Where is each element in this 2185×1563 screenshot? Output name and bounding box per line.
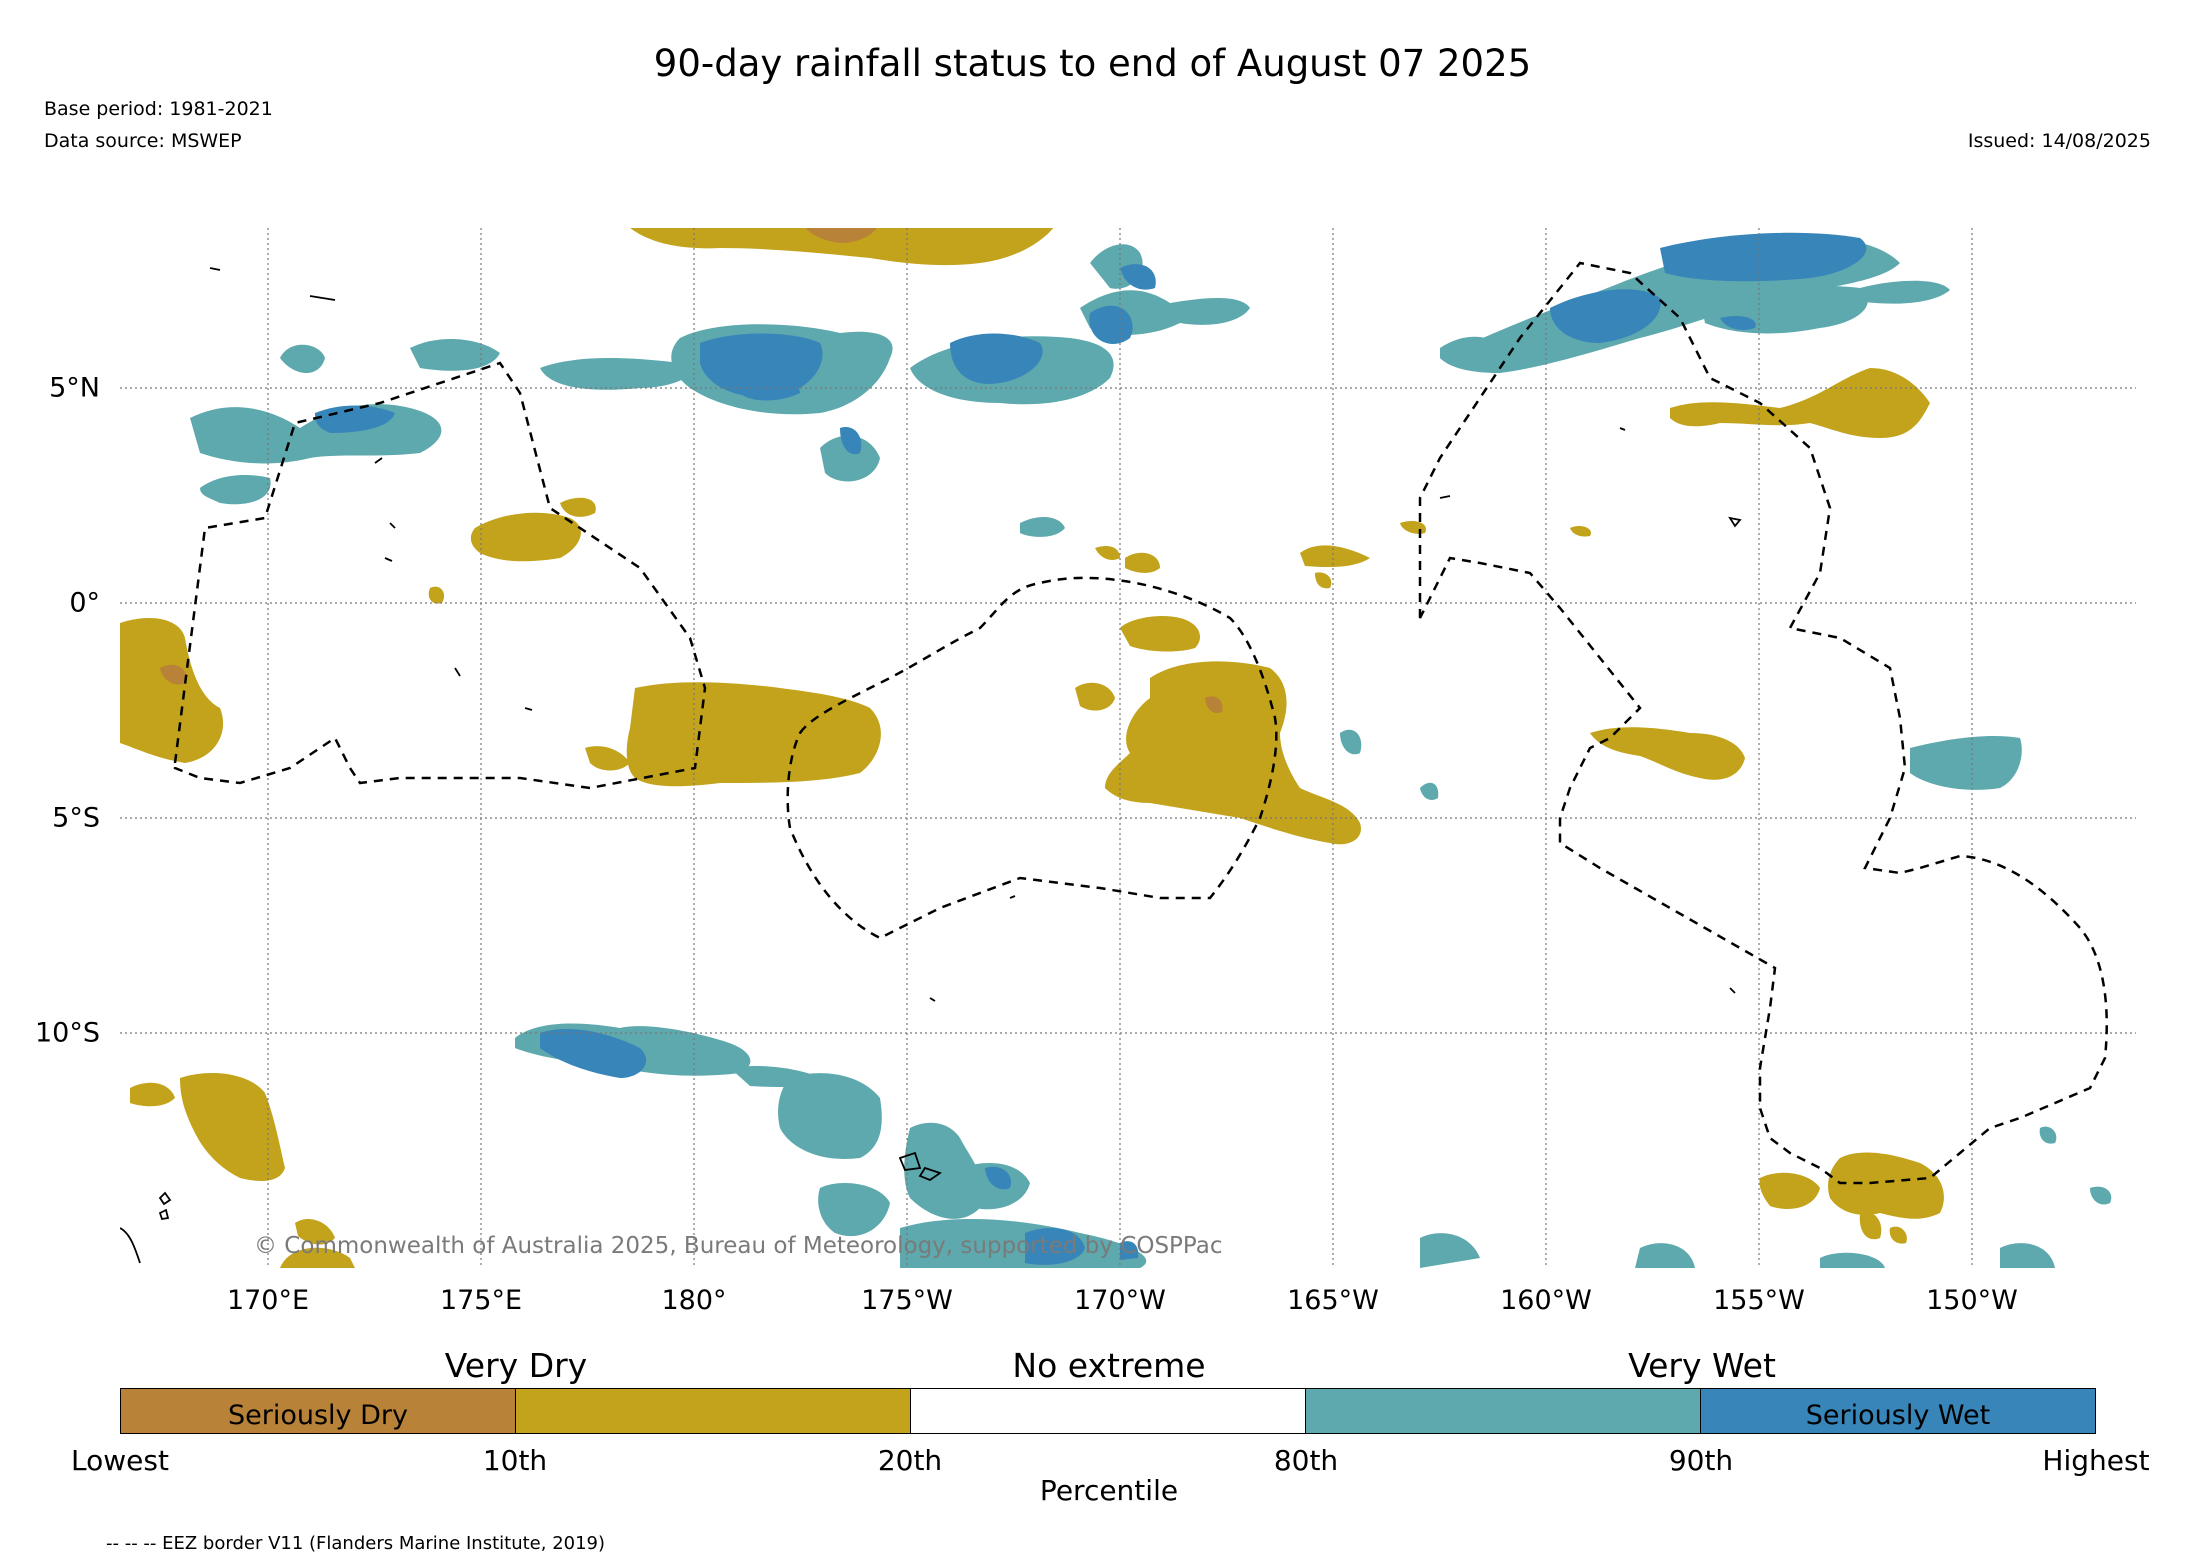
- seriously-dry-regions: [160, 228, 1223, 714]
- data-source: Data source: MSWEP: [44, 130, 242, 152]
- lon-label: 175°E: [439, 1285, 523, 1316]
- lat-label: 0°: [69, 587, 100, 619]
- percentile-label: 10th: [482, 1444, 548, 1477]
- percentile-label: 80th: [1273, 1444, 1339, 1477]
- lat-label: 10°S: [35, 1017, 100, 1049]
- footnote: -- -- -- EEZ border V11 (Flanders Marine…: [106, 1533, 606, 1554]
- rainfall-map: [120, 228, 2136, 1268]
- islands: [120, 267, 1742, 1264]
- lon-label: 180°: [661, 1285, 727, 1316]
- category-label-no-extreme: No extreme: [1012, 1346, 1206, 1385]
- lon-label: 170°W: [1074, 1285, 1166, 1316]
- percentile-label: Lowest: [71, 1444, 169, 1477]
- eez-borders: [173, 261, 2108, 1185]
- page-title: 90-day rainfall status to end of August …: [653, 42, 1532, 85]
- lat-label: 5°S: [52, 802, 100, 834]
- lon-label: 170°E: [226, 1285, 310, 1316]
- category-label-very-dry: Very Dry: [444, 1346, 588, 1385]
- copyright-text: © Commonwealth of Australia 2025, Bureau…: [254, 1233, 1223, 1259]
- base-period: Base period: 1981-2021: [44, 98, 273, 120]
- colorbar-segment-no-extreme: [911, 1389, 1306, 1433]
- category-label-very-wet: Very Wet: [1628, 1346, 1776, 1385]
- percentile-axis-title: Percentile: [1039, 1474, 1179, 1507]
- lon-label: 175°W: [861, 1285, 953, 1316]
- colorbar-segment-seriously-wet: Seriously Wet: [1701, 1389, 2095, 1433]
- colorbar-segment-very-wet: [1306, 1389, 1701, 1433]
- lon-label: 155°W: [1713, 1285, 1805, 1316]
- colorbar-segment-seriously-dry: Seriously Dry: [121, 1389, 516, 1433]
- lat-label: 5°N: [49, 372, 100, 404]
- issued-date: Issued: 14/08/2025: [1967, 130, 2151, 152]
- percentile-label: 20th: [877, 1444, 943, 1477]
- lon-label: 160°W: [1500, 1285, 1592, 1316]
- lon-label: 165°W: [1287, 1285, 1379, 1316]
- colorbar-segment-very-dry: [516, 1389, 911, 1433]
- lon-label: 150°W: [1926, 1285, 2018, 1316]
- colorbar: Seriously Dry Seriously Wet: [120, 1388, 2096, 1434]
- percentile-label: Highest: [2042, 1444, 2150, 1477]
- percentile-label: 90th: [1668, 1444, 1734, 1477]
- very-dry-regions: [120, 228, 1944, 1268]
- gridlines: [120, 228, 2136, 1268]
- seriously-wet-regions: [315, 232, 1867, 1265]
